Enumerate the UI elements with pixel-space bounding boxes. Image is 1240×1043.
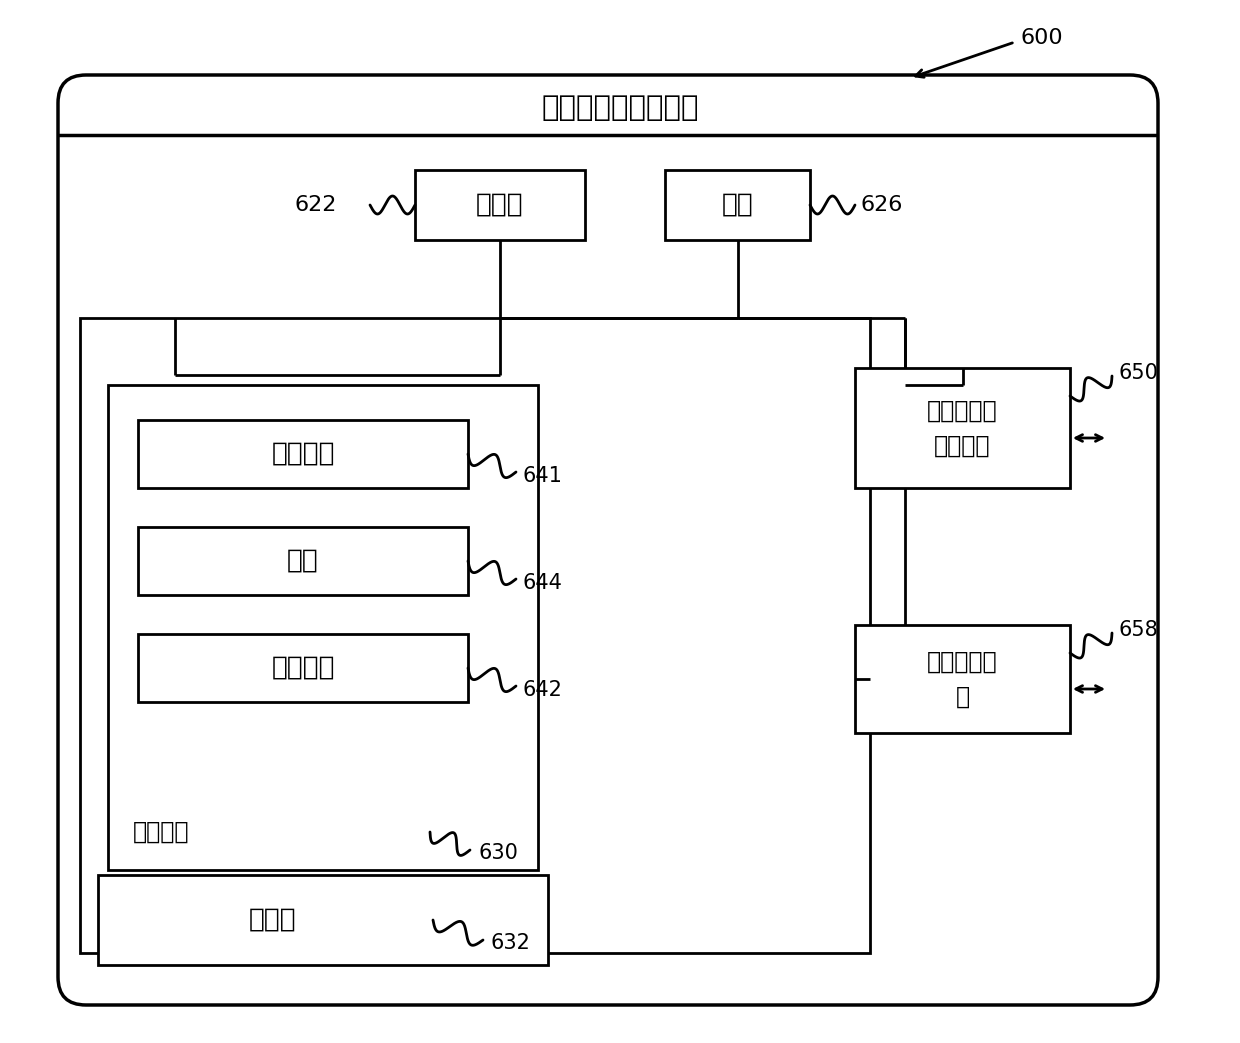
Text: 操作系统: 操作系统 <box>272 441 335 467</box>
Bar <box>856 368 1070 488</box>
Bar <box>856 625 1070 733</box>
Text: 642: 642 <box>523 680 563 700</box>
Text: 658: 658 <box>1118 620 1158 640</box>
Bar <box>665 170 810 240</box>
Text: 600: 600 <box>1021 28 1063 48</box>
Bar <box>415 170 585 240</box>
Bar <box>98 875 548 965</box>
FancyBboxPatch shape <box>58 75 1158 1005</box>
Text: 输入输出接
口: 输入输出接 口 <box>928 650 998 708</box>
Text: 630: 630 <box>477 843 518 863</box>
Bar <box>138 420 467 488</box>
Text: 存储介质: 存储介质 <box>133 820 190 844</box>
Text: 641: 641 <box>523 466 563 486</box>
Text: 644: 644 <box>523 573 563 593</box>
Text: 电源: 电源 <box>722 192 754 218</box>
Text: 存储器: 存储器 <box>249 907 296 933</box>
Text: 有线或无线
网络接口: 有线或无线 网络接口 <box>928 398 998 458</box>
Text: 应用程序: 应用程序 <box>272 655 335 681</box>
Text: 626: 626 <box>861 195 903 215</box>
Text: 650: 650 <box>1118 363 1158 383</box>
Text: 632: 632 <box>490 933 529 953</box>
Text: 目标数据的定位装置: 目标数据的定位装置 <box>541 94 699 122</box>
Text: 处理器: 处理器 <box>476 192 523 218</box>
Bar <box>81 318 870 953</box>
Bar <box>138 634 467 702</box>
Text: 数据: 数据 <box>288 548 319 574</box>
Text: 622: 622 <box>295 195 337 215</box>
Bar <box>108 385 538 870</box>
Bar <box>138 527 467 595</box>
